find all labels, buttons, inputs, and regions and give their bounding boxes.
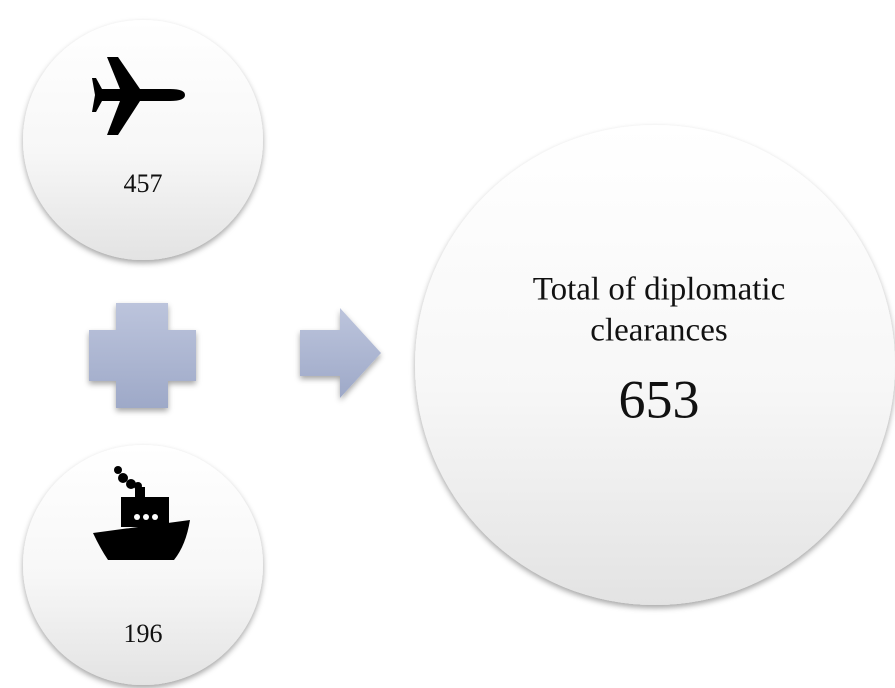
- total-label: clearances: [590, 313, 727, 349]
- ship-count: 196: [124, 619, 163, 648]
- arrow: [300, 308, 381, 398]
- total-circle: [415, 125, 895, 605]
- plus-sign: [89, 303, 196, 408]
- total-value: 653: [619, 369, 700, 429]
- ship-circle: [23, 445, 263, 685]
- plane-icon: [92, 57, 185, 135]
- plane-count: 457: [124, 169, 163, 198]
- ship-icon: [93, 466, 190, 560]
- total-label: Total of diplomatic: [533, 272, 785, 308]
- plane-circle: [23, 20, 263, 260]
